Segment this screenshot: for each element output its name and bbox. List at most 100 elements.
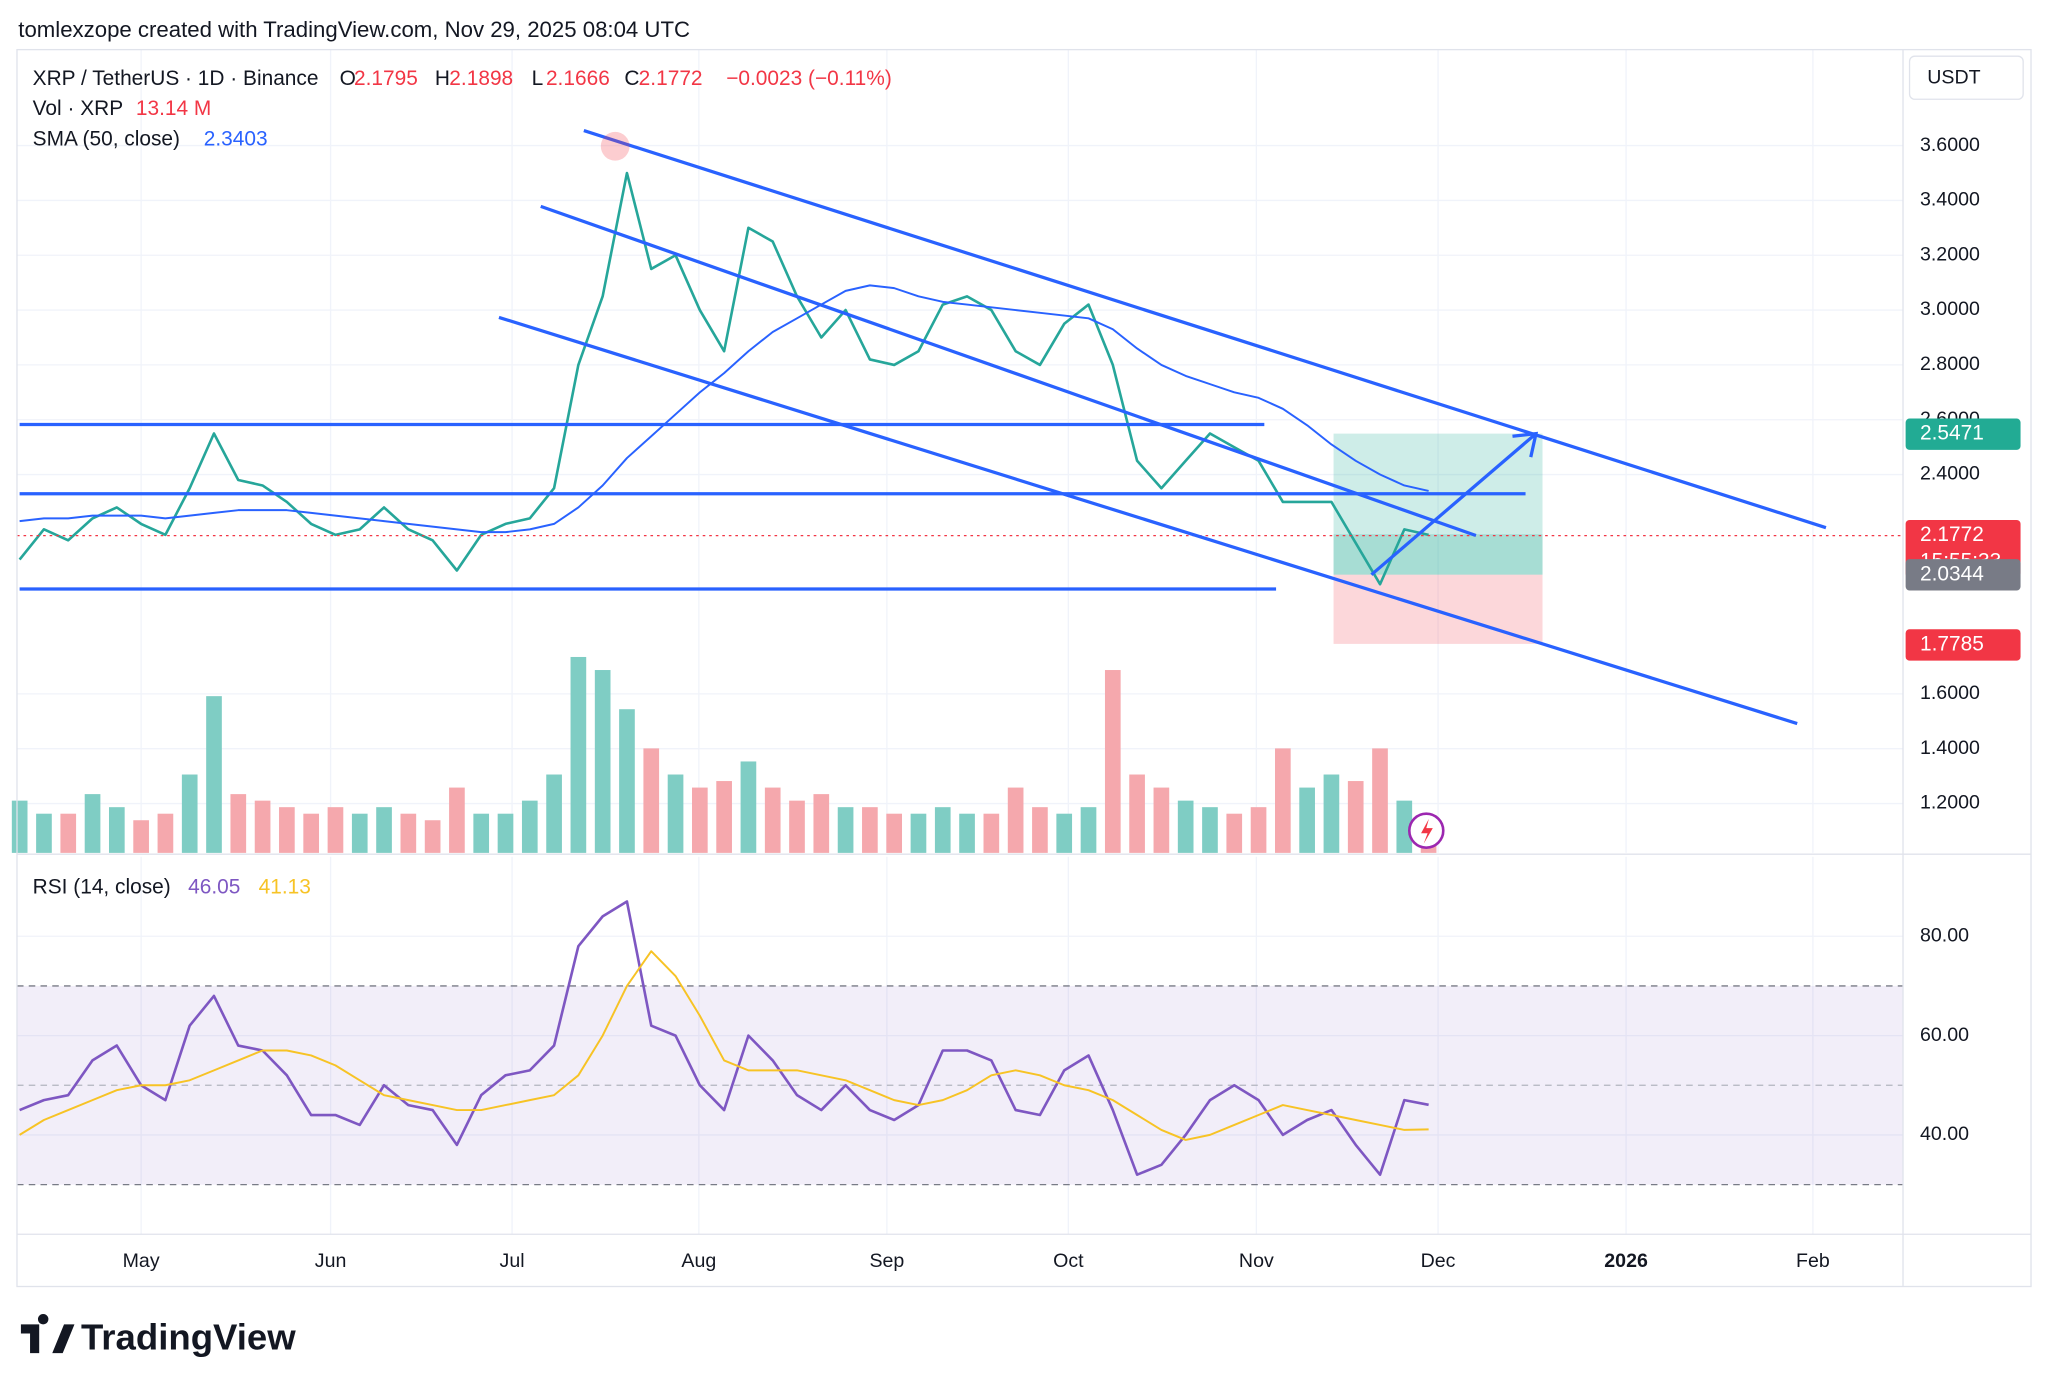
logo: TradingView bbox=[20, 1313, 296, 1358]
y-tick-label: 3.4000 bbox=[1920, 189, 1980, 211]
credit: tomlexzope created with TradingView.com,… bbox=[18, 17, 690, 42]
volume-bar bbox=[521, 800, 538, 853]
channel-top bbox=[583, 129, 1827, 530]
volume-bar bbox=[983, 813, 1000, 853]
volume-bar bbox=[230, 794, 247, 853]
volume-bar bbox=[886, 813, 903, 853]
channel-bottom bbox=[498, 315, 1798, 726]
x-tick-label: Nov bbox=[1239, 1250, 1274, 1272]
volume-bar bbox=[36, 813, 52, 853]
sma-title: SMA (50, close) bbox=[33, 127, 180, 150]
trend-lines bbox=[19, 129, 1827, 849]
volume-bar bbox=[1323, 774, 1340, 853]
ohlc-value: 2.1666 bbox=[546, 67, 610, 90]
projection-arrow bbox=[1370, 432, 1538, 576]
ohlc-value: 2.1772 bbox=[639, 67, 703, 90]
volume-bar bbox=[934, 807, 951, 853]
y-tick-label: 3.0000 bbox=[1920, 298, 1980, 320]
volume-bar bbox=[1372, 748, 1388, 853]
volume-bar bbox=[11, 800, 28, 853]
x-tick-label: Jun bbox=[315, 1250, 347, 1272]
average-line bbox=[19, 950, 1429, 1141]
volume-bar bbox=[497, 813, 514, 853]
volume-title: Vol · XRP bbox=[33, 97, 124, 120]
y-tick-label: 3.6000 bbox=[1920, 134, 1980, 156]
ohlc-label: O bbox=[340, 67, 356, 90]
volume-bar bbox=[1226, 813, 1243, 853]
sma-value: 2.3403 bbox=[204, 127, 268, 150]
ohlc-label: L bbox=[532, 67, 544, 90]
volume-bar bbox=[1153, 787, 1170, 853]
price-label-box bbox=[1905, 418, 2021, 450]
price-change: −0.0023 (−0.11%) bbox=[726, 67, 892, 90]
volume-bar bbox=[1007, 787, 1024, 853]
volume-value: 13.14 M bbox=[136, 97, 211, 120]
volume-bar bbox=[1080, 807, 1097, 853]
volume-bar bbox=[619, 709, 635, 853]
y-tick-label: 40.00 bbox=[1920, 1123, 1969, 1145]
price-label: 1.7785 bbox=[1920, 632, 1984, 655]
volume-bar bbox=[133, 820, 149, 853]
volume-bar bbox=[570, 656, 587, 853]
main-line bbox=[19, 900, 1429, 1177]
volume-bar bbox=[1347, 781, 1364, 853]
y-tick-label: 1.4000 bbox=[1920, 737, 1980, 759]
volume-bar bbox=[181, 774, 198, 853]
volume-bar bbox=[667, 774, 684, 853]
volume-bar bbox=[1250, 807, 1267, 853]
volume-bar bbox=[206, 696, 222, 853]
volume-bar bbox=[691, 787, 708, 853]
volume-bar bbox=[959, 813, 975, 853]
rsi-ma-value: 41.13 bbox=[259, 876, 311, 899]
price-label: 2.5471 bbox=[1920, 422, 1984, 445]
volume-bar bbox=[449, 787, 465, 853]
price-label: 2.1772 bbox=[1920, 523, 1984, 546]
x-tick-label: Jul bbox=[500, 1250, 525, 1272]
logo-mark bbox=[20, 1313, 75, 1354]
volume-bar bbox=[84, 794, 101, 853]
price-label-box bbox=[1905, 629, 2021, 661]
x-tick-label: Sep bbox=[869, 1250, 904, 1272]
x-tick-label: May bbox=[123, 1250, 160, 1272]
x-tick-label: Oct bbox=[1053, 1250, 1084, 1272]
volume-bar bbox=[351, 813, 368, 853]
volume-bar bbox=[327, 807, 344, 853]
event-bolt bbox=[1421, 818, 1433, 844]
volume-bar bbox=[1396, 800, 1413, 853]
y-tick-label: 1.2000 bbox=[1920, 792, 1980, 814]
volume-bar bbox=[254, 800, 271, 853]
arrow-head bbox=[1512, 431, 1539, 458]
volume-bar bbox=[473, 813, 490, 853]
price-label: 2.0344 bbox=[1920, 562, 1984, 585]
volume-bar bbox=[789, 800, 805, 853]
main-line bbox=[18, 171, 1429, 586]
volume-bar bbox=[643, 748, 660, 853]
target-zone-entry bbox=[1333, 534, 1543, 575]
y-tick-label: 1.6000 bbox=[1920, 682, 1980, 704]
volume-bar bbox=[837, 807, 854, 853]
ohlc-label: H bbox=[435, 67, 450, 90]
volume-bar bbox=[594, 670, 611, 853]
currency: USDT bbox=[1927, 67, 1980, 89]
price-label-box bbox=[1905, 559, 2021, 591]
y-tick-label: 80.00 bbox=[1920, 924, 1969, 946]
volume-bar bbox=[764, 787, 781, 853]
volume-bar bbox=[813, 794, 830, 853]
chart-frame bbox=[16, 48, 2032, 1288]
ohlc-value: 2.1898 bbox=[449, 67, 513, 90]
x-tick-label: Dec bbox=[1421, 1250, 1456, 1272]
volume-bar bbox=[1177, 800, 1194, 853]
volume-bar bbox=[1056, 813, 1073, 853]
y-tick-label: 60.00 bbox=[1920, 1024, 1969, 1046]
volume-bar bbox=[1202, 807, 1218, 853]
y-tick-label: 2.4000 bbox=[1920, 463, 1980, 485]
volume-bar bbox=[279, 807, 295, 853]
volume-bar bbox=[1129, 774, 1145, 853]
volume-bar bbox=[108, 807, 125, 853]
currency-button[interactable] bbox=[1908, 55, 2024, 100]
frames bbox=[16, 48, 2032, 1288]
volume-bar bbox=[1299, 787, 1315, 853]
logo-text: TradingView bbox=[81, 1317, 296, 1358]
